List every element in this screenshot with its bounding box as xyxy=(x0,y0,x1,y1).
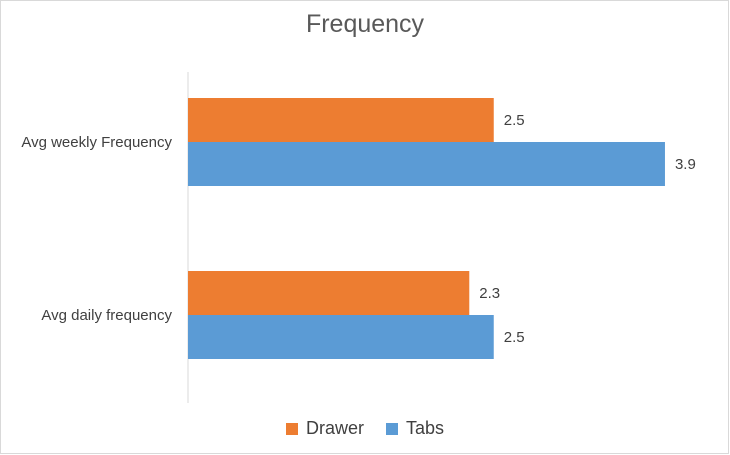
category-label-1: Avg weekly Frequency xyxy=(21,134,172,151)
legend-label-drawer: Drawer xyxy=(305,418,364,438)
data-label-tabs-1: 3.9 xyxy=(675,156,696,173)
bar-drawer-1 xyxy=(188,98,494,142)
chart-title: Frequency xyxy=(305,10,425,38)
category-label-2: Avg daily frequency xyxy=(41,307,172,324)
data-label-drawer-2: 2.3 xyxy=(479,285,500,302)
legend-swatch-tabs xyxy=(385,422,398,435)
legend-label-tabs: Tabs xyxy=(405,418,445,438)
legend-item-tabs: Tabs xyxy=(385,418,445,439)
data-label-tabs-2: 2.5 xyxy=(504,329,525,346)
bar-tabs-2 xyxy=(188,315,494,359)
data-label-drawer-1: 2.5 xyxy=(504,112,525,129)
bar-tabs-1 xyxy=(188,142,665,186)
legend-item-drawer: Drawer xyxy=(285,418,364,439)
legend-swatch-drawer xyxy=(285,422,298,435)
legend: Drawer Tabs xyxy=(0,418,730,439)
bar-drawer-2 xyxy=(188,271,470,315)
